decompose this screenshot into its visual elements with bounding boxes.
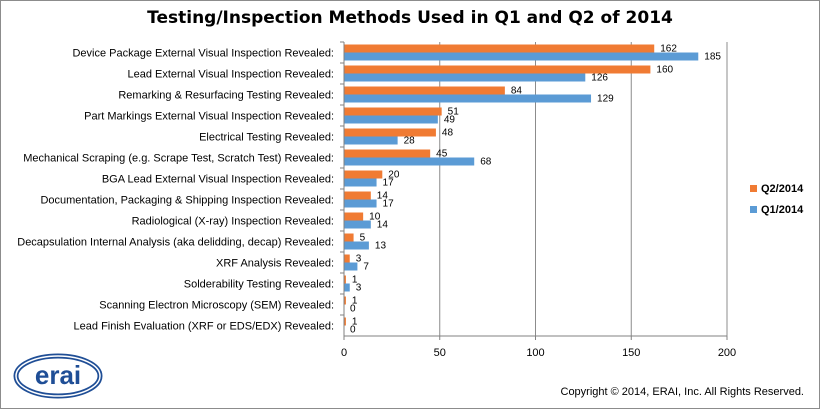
bar-q2-2014	[344, 170, 383, 179]
category-label: Decapsulation Internal Analysis (aka del…	[17, 237, 334, 249]
data-label: 14	[377, 220, 389, 231]
bar-q1-2014	[344, 52, 699, 61]
bar-q2-2014	[344, 86, 505, 95]
category-label: Radiological (X-ray) Inspection Revealed…	[132, 216, 334, 228]
data-label: 1	[352, 317, 358, 328]
bar-q1-2014	[344, 241, 369, 250]
bar-q1-2014	[344, 283, 350, 292]
data-label: 5	[360, 233, 366, 244]
data-label: 160	[656, 65, 673, 76]
data-label: 17	[383, 199, 395, 210]
data-label: 17	[383, 178, 395, 189]
category-label: Lead Finish Evaluation (XRF or EDS/EDX) …	[74, 321, 334, 333]
category-label: Documentation, Packaging & Shipping Insp…	[40, 195, 334, 207]
data-label: 1	[352, 296, 358, 307]
bar-q1-2014	[344, 136, 398, 145]
data-label: 14	[377, 191, 389, 202]
data-label: 1	[352, 275, 358, 286]
bar-q1-2014	[344, 199, 377, 208]
erai-logo: erai	[13, 353, 103, 399]
data-label: 0	[350, 304, 356, 315]
x-tick-label: 200	[718, 347, 736, 359]
data-label: 129	[597, 94, 614, 105]
data-label: 3	[356, 283, 362, 294]
bar-q2-2014	[344, 44, 655, 53]
category-label: Scanning Electron Microscopy (SEM) Revea…	[99, 300, 334, 312]
bar-q2-2014	[344, 128, 436, 137]
bar-q2-2014	[344, 149, 431, 158]
category-label: Part Markings External Visual Inspection…	[84, 111, 334, 123]
category-label: BGA Lead External Visual Inspection Reve…	[102, 174, 334, 186]
data-label: 185	[704, 52, 721, 63]
data-label: 7	[363, 262, 369, 273]
category-label: Electrical Testing Revealed:	[199, 132, 334, 144]
x-tick-label: 50	[434, 347, 446, 359]
chart-title: Testing/Inspection Methods Used in Q1 an…	[147, 8, 673, 28]
bar-q1-2014	[344, 94, 592, 103]
data-label: 0	[350, 325, 356, 336]
x-tick-label: 100	[526, 347, 544, 359]
data-label: 48	[442, 128, 454, 139]
data-label: 68	[480, 157, 492, 168]
bar-q1-2014	[344, 262, 358, 271]
category-label: Device Package External Visual Inspectio…	[72, 48, 334, 60]
data-label: 49	[444, 115, 456, 126]
x-tick-label: 150	[622, 347, 640, 359]
legend-swatch	[750, 185, 757, 192]
legend-swatch	[750, 206, 757, 213]
bar-q1-2014	[344, 178, 377, 187]
bar-q2-2014	[344, 212, 364, 221]
bar-q1-2014	[344, 157, 475, 166]
bar-q1-2014	[344, 73, 586, 82]
bar-q2-2014	[344, 65, 651, 74]
data-label: 45	[436, 149, 448, 160]
bar-q2-2014	[344, 191, 371, 200]
svg-text:erai: erai	[35, 360, 81, 390]
copyright-notice: Copyright © 2014, ERAI, Inc. All Rights …	[560, 386, 805, 398]
x-tick-label: 0	[341, 347, 347, 359]
bar-q2-2014	[344, 233, 354, 242]
data-label: 28	[404, 136, 416, 147]
bar-q1-2014	[344, 115, 438, 124]
data-label: 162	[660, 44, 677, 55]
data-label: 51	[448, 107, 460, 118]
category-label: Remarking & Resurfacing Testing Revealed…	[118, 90, 334, 102]
data-label: 84	[511, 86, 523, 97]
bar-q2-2014	[344, 107, 442, 116]
bar-q2-2014	[344, 275, 346, 284]
data-label: 10	[369, 212, 381, 223]
data-label: 126	[591, 73, 608, 84]
category-label: Mechanical Scraping (e.g. Scrape Test, S…	[23, 153, 334, 165]
legend-label: Q1/2014	[761, 204, 804, 216]
bar-q2-2014	[344, 317, 346, 326]
bar-q2-2014	[344, 296, 346, 305]
legend-label: Q2/2014	[761, 183, 804, 195]
bar-q1-2014	[344, 220, 371, 229]
bar-q2-2014	[344, 254, 350, 263]
category-label: XRF Analysis Revealed:	[216, 258, 334, 270]
data-label: 13	[375, 241, 387, 252]
data-label: 20	[388, 170, 400, 181]
category-label: Solderability Testing Revealed:	[184, 279, 334, 291]
category-label: Lead External Visual Inspection Revealed…	[128, 69, 335, 81]
data-label: 3	[356, 254, 362, 265]
